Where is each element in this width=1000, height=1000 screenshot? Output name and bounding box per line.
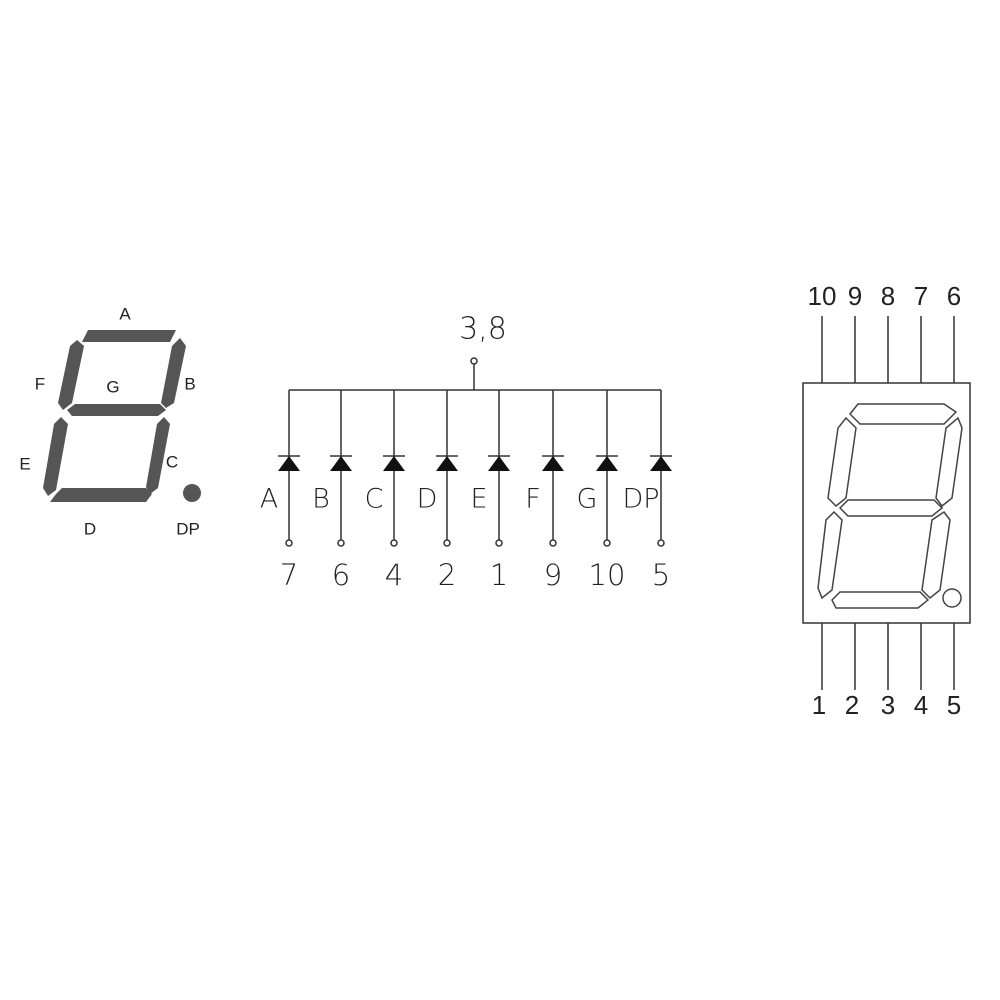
segment (827, 416, 857, 508)
pin-label: 9 (544, 558, 562, 592)
segment (67, 404, 166, 416)
segment (848, 403, 958, 425)
diode (278, 456, 300, 471)
segment-label: E (19, 454, 30, 473)
diode (650, 456, 672, 471)
segment-label: B (184, 374, 195, 393)
pin-label: 4 (385, 558, 403, 592)
segment-label: DP (176, 519, 200, 538)
pin-label: 7 (280, 558, 298, 592)
segment (58, 340, 84, 410)
segment (817, 510, 843, 600)
terminal (657, 539, 665, 547)
segment (43, 417, 68, 496)
segment (146, 417, 170, 494)
terminal (470, 357, 478, 365)
pin-label: 1 (812, 690, 826, 720)
segment (50, 488, 152, 502)
pin-label: 10 (589, 558, 626, 592)
pin-label: 7 (914, 281, 928, 311)
segment-label: A (260, 484, 278, 515)
segment-label: C (166, 452, 178, 471)
pin-label: 8 (881, 281, 895, 311)
diode (596, 456, 618, 471)
pin-label: 9 (848, 281, 862, 311)
diode (488, 456, 510, 471)
diode (542, 456, 564, 471)
pin-label: 2 (438, 558, 456, 592)
pin-label: 4 (914, 690, 928, 720)
diode (436, 456, 458, 471)
pin-label: 2 (845, 690, 859, 720)
segment (831, 591, 930, 609)
terminal (285, 539, 293, 547)
terminal (443, 539, 451, 547)
terminal (495, 539, 503, 547)
segment (838, 499, 944, 517)
dp-dot (942, 588, 962, 608)
segment-label: E (470, 484, 487, 515)
package-outline (802, 382, 971, 624)
segment (161, 338, 186, 408)
terminal (390, 539, 398, 547)
dp-dot (183, 484, 201, 502)
terminal (337, 539, 345, 547)
pin-label: 5 (652, 558, 670, 592)
segment-label: DP (622, 484, 659, 515)
segment-label: G (106, 377, 119, 396)
seven-segment-display (43, 330, 201, 502)
segment (921, 510, 951, 600)
segment-label: F (525, 484, 541, 515)
terminal (549, 539, 557, 547)
package-digit (817, 403, 963, 609)
segment-label: G (577, 484, 598, 515)
common-pin-label: 3,8 (459, 312, 507, 347)
pin-label: 5 (947, 690, 961, 720)
segment-label: D (417, 484, 438, 515)
segment-label: B (312, 484, 330, 515)
segment-label: A (119, 304, 131, 323)
segment (935, 416, 963, 508)
segment-label: D (84, 519, 96, 538)
pin-label: 3 (881, 690, 895, 720)
pin-label: 1 (490, 558, 508, 592)
segment-label: F (35, 374, 45, 393)
pin-label: 10 (808, 281, 837, 311)
diode (330, 456, 352, 471)
diode (383, 456, 405, 471)
pin-label: 6 (332, 558, 350, 592)
segment-label: C (365, 484, 384, 515)
pin-label: 6 (947, 281, 961, 311)
segment (82, 330, 176, 342)
terminal (603, 539, 611, 547)
